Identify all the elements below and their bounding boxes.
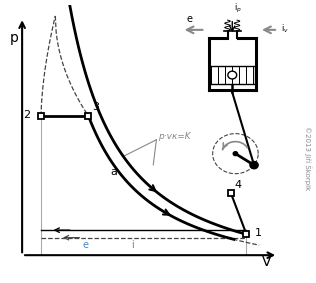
Text: 2: 2 xyxy=(23,110,30,120)
Text: e: e xyxy=(187,14,192,24)
Text: a: a xyxy=(110,167,117,177)
Text: i$_p$: i$_p$ xyxy=(234,2,242,15)
Text: 4: 4 xyxy=(234,180,242,190)
Text: p: p xyxy=(10,31,19,45)
Text: e: e xyxy=(82,240,88,250)
Text: 3: 3 xyxy=(92,102,99,112)
Text: V: V xyxy=(262,255,272,269)
Text: 1: 1 xyxy=(255,228,262,238)
Text: ©2013 Jiří Škorpik: ©2013 Jiří Škorpik xyxy=(304,126,312,190)
Text: i$_v$: i$_v$ xyxy=(281,22,289,35)
Text: p·vκ=K: p·vκ=K xyxy=(158,132,191,142)
Text: i: i xyxy=(131,240,134,250)
Circle shape xyxy=(228,71,237,79)
Circle shape xyxy=(233,152,238,156)
Circle shape xyxy=(250,162,258,169)
Bar xyxy=(210,66,255,84)
